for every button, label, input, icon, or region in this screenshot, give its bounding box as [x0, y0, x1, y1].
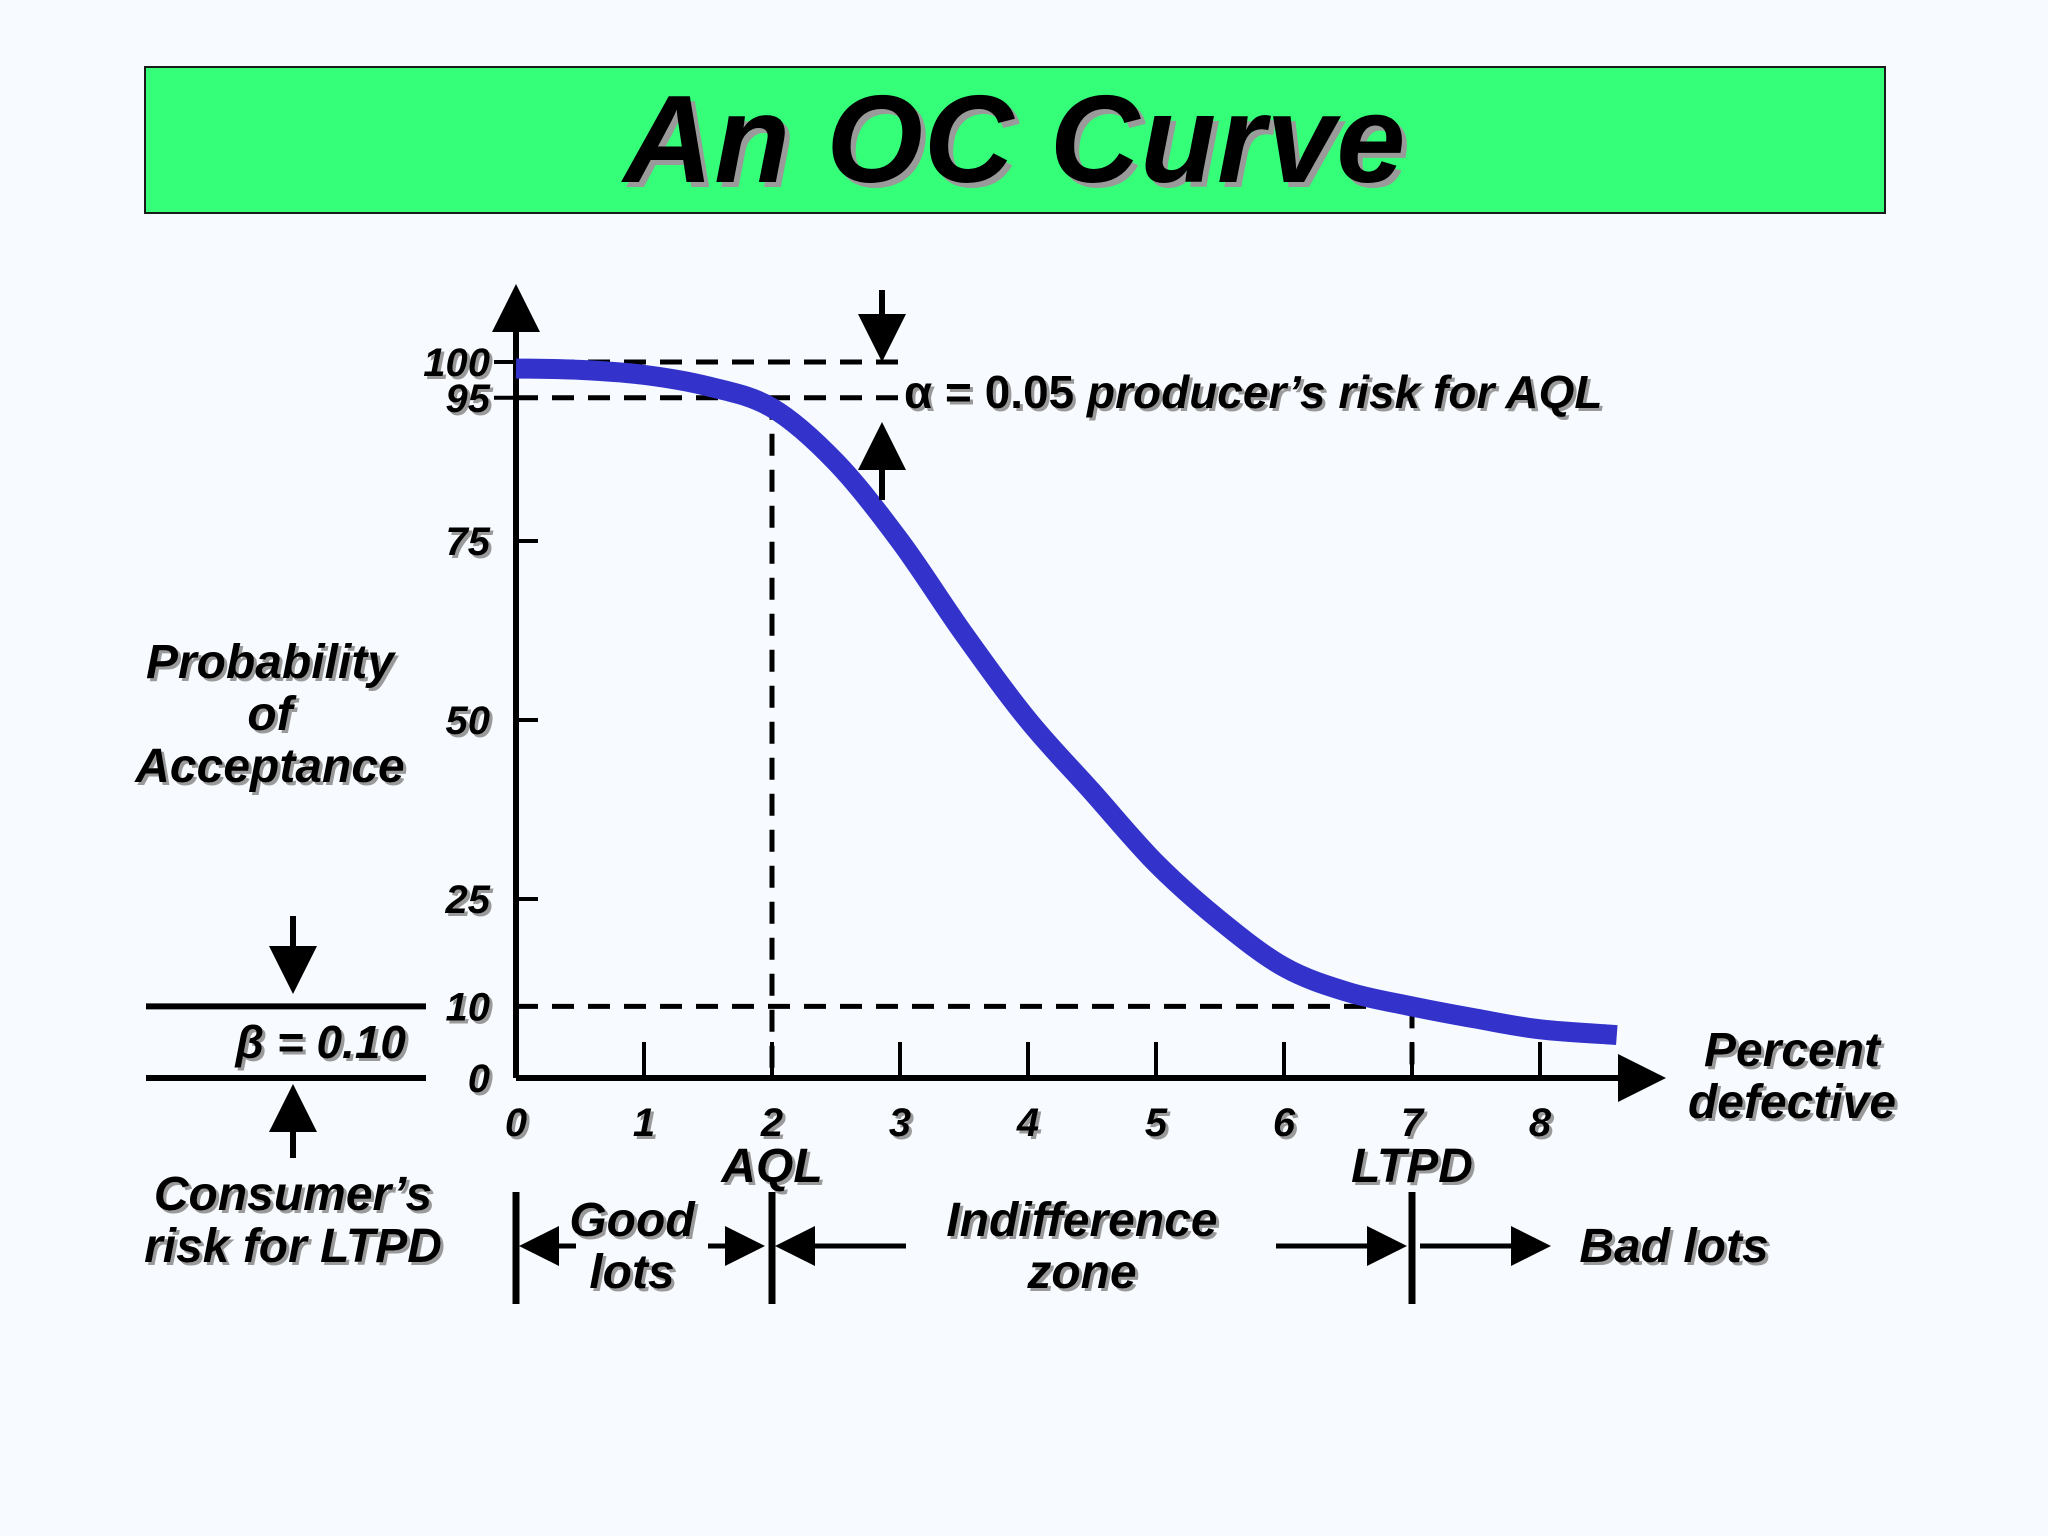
y-tick-label: 0: [468, 1057, 490, 1101]
x-axis-label: Percent: [1704, 1024, 1882, 1077]
x-tick-label: 4: [1016, 1101, 1039, 1145]
x-tick-label: 3: [889, 1101, 911, 1145]
x-axis-label: defective: [1688, 1076, 1896, 1129]
consumer-risk-label: risk for LTPD: [144, 1220, 442, 1273]
y-tick-label: 75: [446, 520, 491, 564]
y-tick-label: 25: [445, 878, 491, 922]
oc-curve-line: [515, 358, 1618, 1046]
x-tick-label: 0: [505, 1101, 527, 1145]
x-tick-label: 6: [1273, 1101, 1296, 1145]
indifference-zone-label: zone: [1026, 1246, 1136, 1299]
alpha-label: α = 0.05: [904, 366, 1074, 418]
y-tick-label: 50: [446, 699, 491, 743]
x-tick-label: 1: [633, 1101, 655, 1145]
bad-lots-label: Bad lots: [1579, 1220, 1768, 1273]
y-tick-label: 100: [423, 341, 490, 385]
alpha-text: producer’s risk for AQL: [1074, 366, 1602, 418]
y-axis-label: Probability: [146, 636, 396, 689]
aql-label: AQL: [720, 1140, 822, 1193]
ltpd-label: LTPD: [1351, 1140, 1473, 1193]
y-tick-label: 95: [446, 377, 491, 421]
good-lots-label: Good: [569, 1194, 696, 1247]
x-tick-label: 8: [1529, 1101, 1552, 1145]
y-axis-label: Acceptance: [134, 740, 404, 793]
title-banner: An OC Curve: [144, 66, 1886, 214]
y-axis-label: of: [247, 688, 296, 741]
x-tick-label: 2: [760, 1101, 783, 1145]
y-tick-label: 10: [446, 985, 491, 1029]
good-lots-label: lots: [589, 1246, 674, 1299]
alpha-annotation: α = 0.05 producer’s risk for AQL: [904, 366, 1603, 418]
indifference-zone-label: Indifference: [946, 1194, 1217, 1247]
x-tick-label: 5: [1145, 1101, 1168, 1145]
consumer-risk-label: Consumer’s: [154, 1168, 432, 1221]
x-tick-label: 7: [1401, 1101, 1425, 1145]
page-title: An OC Curve: [623, 71, 1407, 209]
beta-label: β = 0.10: [234, 1016, 406, 1068]
